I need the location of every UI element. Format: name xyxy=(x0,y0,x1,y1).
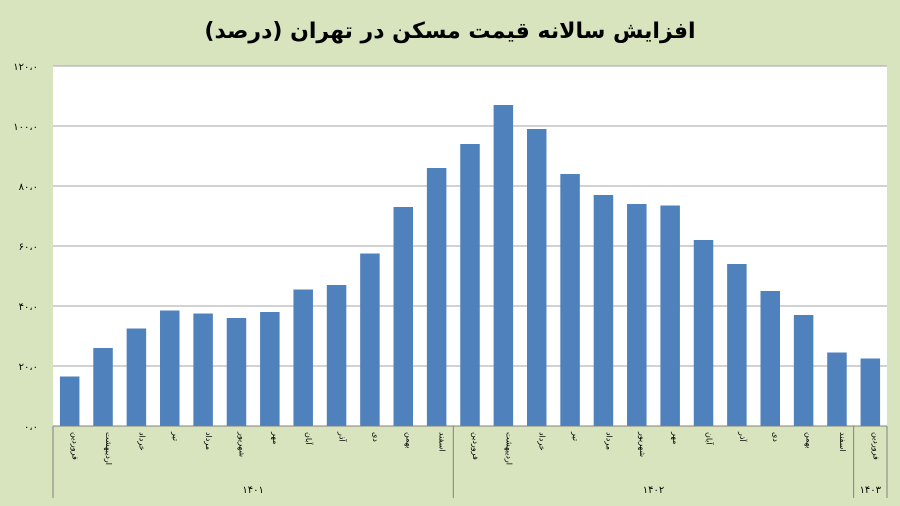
x-tick-label: خرداد xyxy=(538,432,547,451)
bar xyxy=(426,168,447,426)
bar xyxy=(793,315,814,426)
bar xyxy=(660,205,680,426)
bar xyxy=(93,348,113,426)
bar xyxy=(727,264,747,426)
x-tick-label: دی xyxy=(371,432,380,442)
bar xyxy=(326,285,347,426)
x-tick-label: آبان xyxy=(705,432,715,446)
y-axis-ticks: ۰،۰ ۲۰،۰ ۴۰،۰ ۶۰،۰ ۸۰،۰ ۱۰۰،۰ ۱۲۰،۰ xyxy=(13,62,38,433)
x-tick-label: فروردین xyxy=(871,432,880,460)
bar xyxy=(126,328,147,426)
x-tick-label: اسفند xyxy=(438,432,447,452)
bar xyxy=(760,291,780,426)
x-tick-label: تیر xyxy=(171,431,180,441)
x-tick-label: فروردین xyxy=(71,432,80,460)
x-tick-label: مهر xyxy=(271,431,280,444)
y-tick-label: ۸۰،۰ xyxy=(19,182,38,193)
x-tick-label: مرداد xyxy=(204,432,213,450)
x-group-label: ۱۴۰۳ xyxy=(860,485,882,496)
bar xyxy=(393,207,414,426)
x-tick-label: شهریور xyxy=(638,431,647,457)
x-tick-label: آذر xyxy=(338,431,348,442)
x-tick-label: اردیبهشت xyxy=(504,432,513,465)
bars xyxy=(59,105,881,426)
bar xyxy=(560,174,580,426)
x-tick-label: تیر xyxy=(571,431,580,441)
bar xyxy=(193,313,213,426)
x-tick-label: مهر xyxy=(671,431,680,444)
bar xyxy=(693,240,714,426)
bar xyxy=(860,358,881,426)
x-axis: فروردین اردیبهشت خرداد تیر مرداد شهریور مهر آبا… xyxy=(52,425,888,498)
x-tick-label: آبان xyxy=(304,432,314,446)
bar xyxy=(627,204,647,426)
x-tick-label: خرداد xyxy=(137,432,146,451)
y-tick-label: ۱۲۰،۰ xyxy=(13,62,38,73)
bar xyxy=(493,105,514,426)
x-tick-label: دی xyxy=(771,432,780,442)
bar xyxy=(593,195,614,426)
x-tick-label: فروردین xyxy=(471,432,480,460)
bar xyxy=(827,352,847,426)
bar xyxy=(226,318,247,426)
x-tick-label: اردیبهشت xyxy=(104,432,113,465)
y-tick-label: ۰،۰ xyxy=(24,422,38,433)
x-tick-label: شهریور xyxy=(237,431,246,457)
y-tick-label: ۶۰،۰ xyxy=(19,242,38,253)
x-tick-label: آذر xyxy=(738,431,748,442)
bar xyxy=(360,253,380,426)
y-tick-label: ۱۰۰،۰ xyxy=(13,122,38,133)
x-group-label: ۱۴۰۲ xyxy=(643,485,664,496)
bar xyxy=(260,312,280,426)
y-tick-label: ۲۰،۰ xyxy=(19,362,38,373)
bar xyxy=(59,376,80,426)
chart-title: افزایش سالانه قیمت مسکن در تهران (درصد) xyxy=(204,19,695,44)
x-group-label: ۱۴۰۱ xyxy=(242,485,263,496)
bar xyxy=(460,144,480,426)
x-tick-label: اسفند xyxy=(838,432,847,452)
bar xyxy=(293,289,313,426)
bar xyxy=(160,310,180,426)
x-tick-label: بهمن xyxy=(805,432,814,449)
bar xyxy=(526,129,547,426)
y-tick-label: ۴۰،۰ xyxy=(19,302,38,313)
x-tick-label: بهمن xyxy=(404,432,413,449)
x-tick-label: مرداد xyxy=(604,432,613,450)
